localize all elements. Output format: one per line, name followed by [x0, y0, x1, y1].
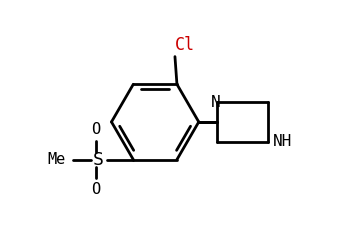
Text: N: N: [211, 95, 220, 110]
Text: S: S: [93, 151, 104, 169]
Text: O: O: [91, 182, 100, 197]
Text: Me: Me: [48, 152, 66, 167]
Text: Cl: Cl: [175, 36, 195, 54]
Text: NH: NH: [273, 134, 292, 149]
Text: O: O: [91, 122, 100, 137]
